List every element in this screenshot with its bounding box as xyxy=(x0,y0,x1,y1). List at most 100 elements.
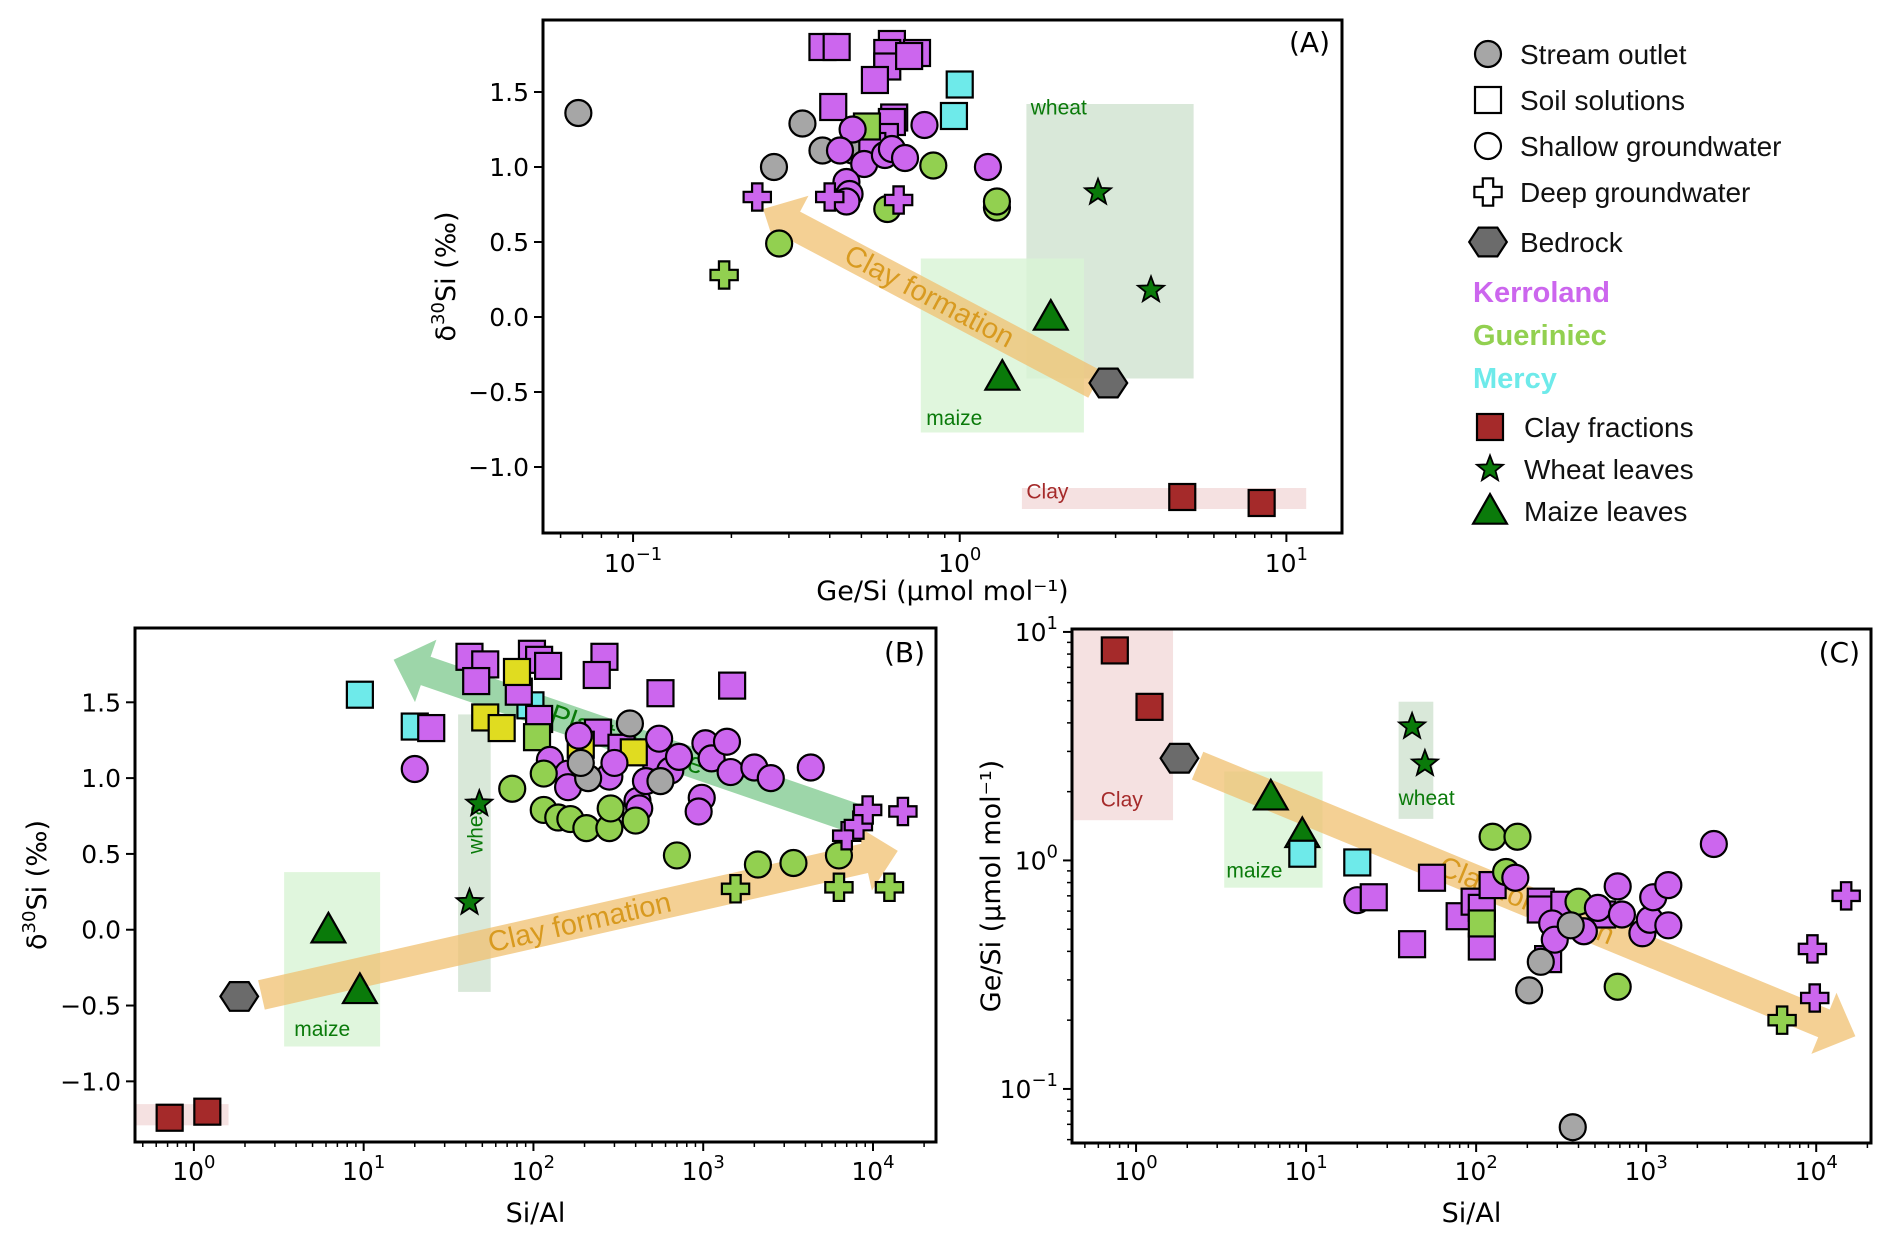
data-point-gueriniec-circle xyxy=(662,841,692,870)
data-point-kerroland-square xyxy=(1359,883,1388,912)
y-tick-label: 1.5 xyxy=(489,78,529,107)
legend-marker-maize-leaves xyxy=(1471,491,1509,525)
x-tick-label: 101 xyxy=(1284,1152,1327,1186)
data-point-stream-circle xyxy=(566,748,595,778)
legend-marker-clay-fractions xyxy=(1475,412,1505,442)
data-point-kerroland-circle xyxy=(973,152,1003,182)
data-point-kerroland-plus xyxy=(814,182,845,212)
data-point-plant-triangle xyxy=(983,357,1022,391)
x-axis-label: Si/Al xyxy=(506,1198,566,1229)
data-point-gueriniec-circle xyxy=(779,848,808,878)
legend-label: Stream outlet xyxy=(1520,39,1687,70)
data-point-gueriniec-circle xyxy=(1603,972,1632,1001)
y-tick-label: 101 xyxy=(1015,613,1058,647)
data-point-kerroland-circle xyxy=(712,727,742,756)
data-point-kerroland-circle xyxy=(684,797,713,826)
x-axis-label: Ge/Si (µmol mol⁻¹) xyxy=(816,576,1068,607)
plot-area: maizewheatPlant uptakeClay formation xyxy=(135,639,918,1132)
data-point-plant-star xyxy=(1396,710,1428,740)
data-point-stream-circle xyxy=(759,152,789,182)
data-point-kerroland-square xyxy=(1467,932,1496,961)
data-point-kerroland-circle xyxy=(1607,900,1637,929)
wheat-zone-label: wheat xyxy=(1030,97,1087,120)
data-point-plant-triangle xyxy=(309,910,348,944)
data-point-stream-circle xyxy=(1515,976,1544,1005)
y-axis-label: δ30Si (‰) xyxy=(19,820,53,950)
data-point-clay-square xyxy=(1168,482,1197,512)
legend-label: Maize leaves xyxy=(1524,496,1687,527)
data-point-kerroland-circle xyxy=(400,754,429,784)
data-point-kerroland-square xyxy=(534,651,563,681)
x-tick-label: 104 xyxy=(851,1152,894,1186)
data-point-kerroland-circle xyxy=(1699,829,1728,859)
data-point-clay-square xyxy=(1247,488,1276,518)
y-axis-label: Ge/Si (µmol mol⁻¹) xyxy=(976,760,1007,1012)
data-point-plant-triangle xyxy=(1031,297,1070,331)
data-point-mercy-square xyxy=(345,680,374,709)
data-point-plant-star xyxy=(1409,747,1441,777)
x-tick-label: 101 xyxy=(342,1152,385,1186)
legend-label: Clay fractions xyxy=(1524,412,1694,443)
data-point-stream-circle xyxy=(1556,911,1585,940)
y-tick-label: 1.0 xyxy=(489,153,529,182)
data-point-kerroland-plus xyxy=(1797,934,1828,964)
data-point-kerroland-plus xyxy=(888,796,918,827)
legend-marker-bedrock xyxy=(1467,226,1509,258)
x-tick-label: 100 xyxy=(938,544,981,578)
data-point-kerroland-square xyxy=(860,65,890,95)
panel-label: (A) xyxy=(1289,26,1330,59)
legend-label: Soil solutions xyxy=(1520,85,1685,116)
data-point-gueriniec-circle xyxy=(498,774,527,803)
data-point-clay-square xyxy=(1100,636,1129,665)
data-point-kerroland-circle xyxy=(564,721,593,750)
data-point-kerroland-plus xyxy=(1799,983,1830,1013)
y-tick-label: −0.5 xyxy=(468,378,529,407)
data-point-stream-circle xyxy=(564,98,593,128)
data-point-kerroland-square xyxy=(1397,930,1427,959)
y-tick-label: 0.0 xyxy=(489,303,529,332)
data-point-stream-circle xyxy=(1526,947,1555,976)
data-point-plant-triangle xyxy=(341,971,379,1005)
maize-zone-label: maize xyxy=(926,407,982,430)
data-point-kerroland-square xyxy=(462,666,491,696)
x-axis-label: Si/Al xyxy=(1442,1198,1502,1229)
x-tick-label: 102 xyxy=(1455,1152,1498,1186)
data-point-gueriniec-circle xyxy=(1478,822,1507,851)
panel-label: (B) xyxy=(884,636,925,669)
legend-site-gueriniec: Gueriniec xyxy=(1473,320,1607,352)
data-point-gueriniec-plus xyxy=(1767,1005,1797,1035)
data-point-kerroland-square xyxy=(822,32,851,62)
data-point-stream-circle xyxy=(646,767,675,796)
data-point-bedrock-hexagon xyxy=(1088,367,1129,399)
data-point-kerroland-circle xyxy=(890,143,920,173)
axes-frame xyxy=(541,18,1344,535)
data-point-gueriniec-plus xyxy=(709,260,739,290)
legend-marker-wheat-leaves xyxy=(1474,452,1506,483)
clay-zone-label: Clay xyxy=(1101,789,1144,812)
y-tick-label: 1.0 xyxy=(81,764,121,793)
data-point-kerroland-circle xyxy=(716,757,745,787)
data-point-gueriniec-circle xyxy=(919,151,948,180)
y-tick-label: −0.5 xyxy=(60,992,121,1021)
y-tick-label: 1.5 xyxy=(81,688,121,717)
y-tick-label: 0.0 xyxy=(81,916,121,945)
data-point-kerroland-circle xyxy=(664,742,694,771)
panel-b: maizewheatPlant uptakeClay formation 100 1… xyxy=(19,626,938,1229)
data-point-clay-square xyxy=(155,1103,184,1132)
clay-formation-arrow xyxy=(1191,751,1856,1054)
data-point-gueriniec-circle xyxy=(765,229,794,258)
clay-zone-label: Clay xyxy=(1026,481,1069,504)
data-point-kerroland-circle xyxy=(1654,870,1683,900)
legend-label: Wheat leaves xyxy=(1524,454,1694,485)
x-tick-label: 103 xyxy=(1625,1152,1668,1186)
wheat-zone-label: wheat xyxy=(1398,787,1455,810)
data-point-stream-circle xyxy=(1558,1113,1587,1142)
data-point-kerroland-plus xyxy=(852,795,883,825)
data-point-kerroland-circle xyxy=(838,115,867,144)
x-tick-label: 100 xyxy=(1114,1152,1157,1186)
y-tick-label: 10−1 xyxy=(1000,1070,1058,1104)
